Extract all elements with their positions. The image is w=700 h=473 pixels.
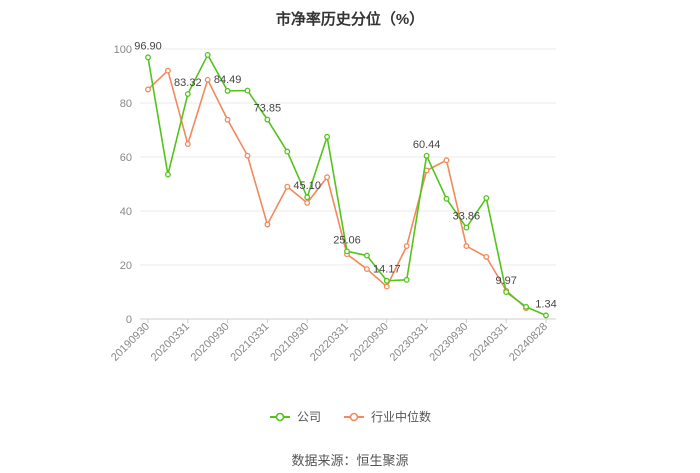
data-point: [204, 76, 211, 83]
source-note: 数据来源：恒生聚源: [291, 453, 409, 468]
data-point: [383, 283, 390, 290]
data-point: [204, 51, 211, 58]
series-line-company: [147, 54, 547, 317]
data-label: 84.49: [214, 74, 242, 86]
data-label: 33.86: [453, 211, 481, 223]
data-point: [324, 133, 331, 140]
data-label: 83.32: [174, 77, 202, 89]
data-point: [443, 157, 450, 164]
y-tick-label: 100: [114, 44, 132, 56]
data-point: [503, 289, 510, 296]
legend-label: 行业中位数: [371, 410, 432, 424]
data-point: [324, 174, 331, 181]
x-tick-label: 20230930: [427, 321, 470, 364]
data-point: [284, 183, 291, 190]
legend-item-company[interactable]: 公司: [269, 408, 321, 425]
data-point: [363, 252, 370, 259]
x-tick-label: 20220331: [308, 321, 351, 364]
y-tick-label: 60: [120, 152, 132, 164]
data-point: [224, 87, 231, 94]
legend-swatch: [269, 412, 290, 421]
x-tick-label: 20210930: [268, 321, 311, 364]
data-point: [224, 116, 231, 123]
x-tick-label: 20210331: [228, 321, 271, 364]
data-point: [145, 54, 151, 61]
chart-title: 市净率历史分位（%）: [275, 11, 425, 28]
data-point: [483, 195, 490, 201]
data-point: [264, 221, 271, 228]
data-point: [244, 152, 251, 159]
data-point: [463, 224, 470, 231]
legend-swatch-marker: [275, 412, 285, 421]
data-point: [164, 67, 171, 74]
x-tick-label: 20240828: [507, 321, 550, 364]
data-label: 9.97: [495, 275, 516, 287]
data-point: [244, 87, 251, 94]
x-tick-label: 20190930: [109, 321, 152, 364]
data-point: [184, 141, 191, 147]
y-tick-label: 20: [120, 260, 132, 272]
data-point: [443, 195, 450, 202]
data-label: 25.06: [333, 234, 361, 246]
x-tick-label: 20220930: [348, 321, 391, 364]
data-label: 96.90: [134, 40, 162, 52]
data-label: 45.10: [293, 180, 321, 192]
legend-swatch: [344, 412, 364, 421]
data-label: 60.44: [413, 139, 441, 151]
x-tick-label: 20230331: [388, 321, 431, 364]
series-line-industry-median: [147, 69, 527, 309]
data-label: 1.34: [535, 298, 556, 310]
data-point: [304, 199, 311, 206]
data-point: [403, 243, 410, 250]
data-point: [383, 277, 390, 284]
data-point: [284, 148, 291, 155]
data-point: [164, 171, 171, 178]
data-point: [463, 243, 470, 250]
y-tick-label: 40: [120, 206, 132, 218]
y-tick-label: 0: [126, 314, 132, 326]
x-tick-label: 20240331: [467, 321, 510, 364]
data-point: [483, 253, 490, 260]
data-point: [264, 116, 271, 123]
data-point: [423, 152, 430, 159]
data-point: [543, 312, 549, 319]
data-point: [344, 248, 350, 255]
x-tick-label: 20200930: [189, 321, 232, 364]
y-tick-label: 80: [120, 98, 132, 110]
data-point: [304, 194, 311, 201]
data-label: 73.85: [254, 103, 282, 115]
legend-item-industry-median[interactable]: 行业中位数: [343, 408, 431, 425]
legend-label: 公司: [296, 410, 321, 424]
legend-swatch-marker: [349, 412, 359, 421]
data-point: [403, 276, 410, 283]
legend: 公司 行业中位数: [0, 408, 700, 425]
data-point: [145, 86, 151, 93]
data-point: [523, 303, 530, 310]
data-point: [363, 266, 370, 272]
data-point: [184, 91, 191, 97]
x-tick-label: 20200331: [149, 321, 192, 364]
data-label: 14.17: [373, 264, 401, 276]
